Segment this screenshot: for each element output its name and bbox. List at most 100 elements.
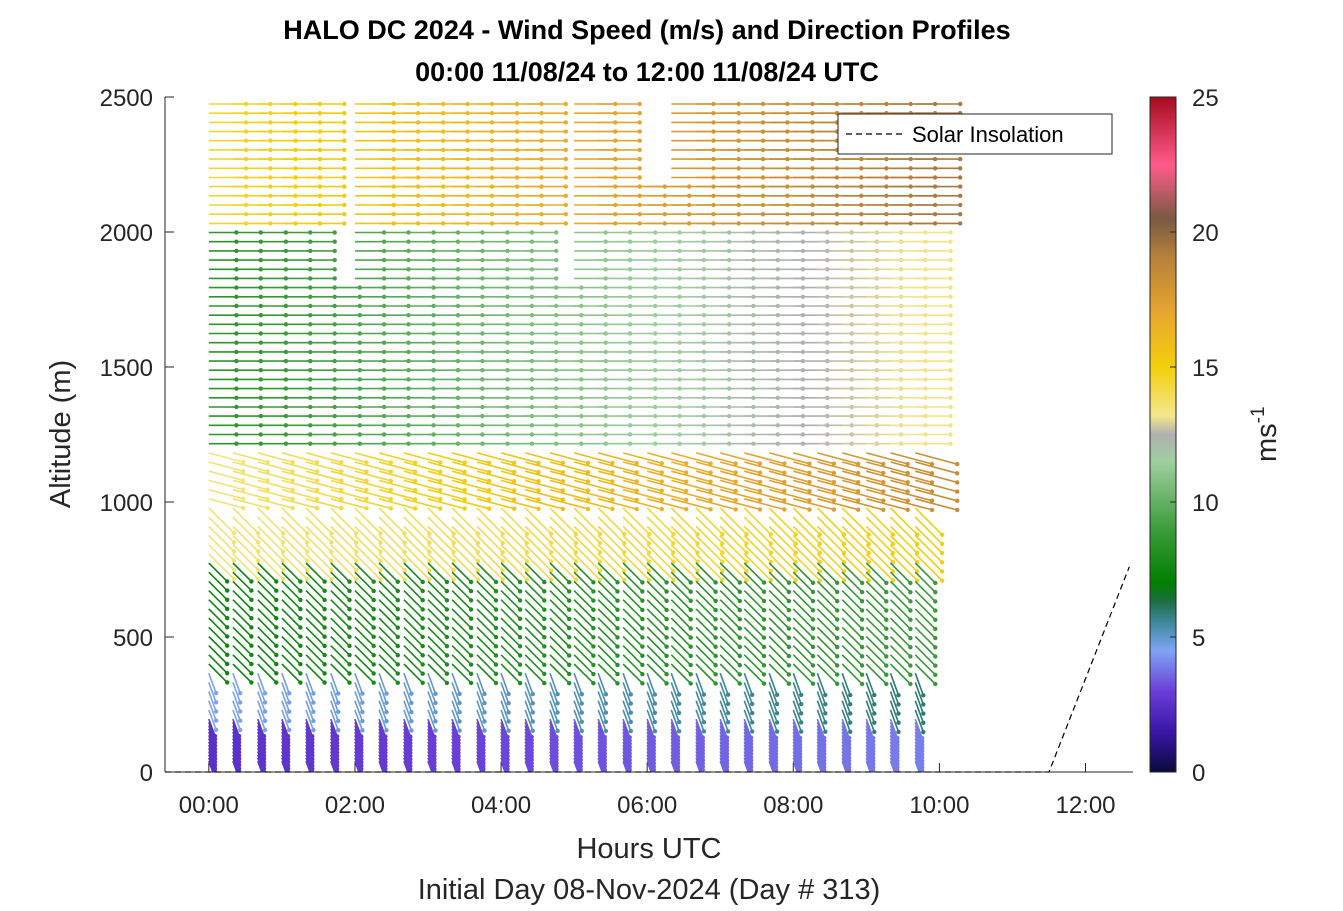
wind-barb	[549, 498, 589, 510]
wind-barb-tip	[958, 193, 963, 198]
wind-barb	[816, 700, 827, 723]
wind-barb-tip	[475, 531, 481, 536]
wind-barb-tip	[890, 532, 896, 537]
wind-barb-tip	[322, 643, 327, 649]
wind-barb-tip	[786, 672, 792, 677]
wind-barb-tip	[744, 559, 749, 564]
wind-barb-tip	[237, 776, 241, 780]
wind-barb-tip	[408, 747, 413, 752]
wind-barb	[622, 488, 663, 501]
wind-barb-tip	[627, 757, 632, 763]
wind-barb-tip	[347, 597, 352, 603]
wind-barb-tip	[567, 653, 572, 658]
wind-barb	[597, 757, 605, 772]
wind-barb-tip	[371, 643, 376, 649]
wind-barb-tip	[536, 469, 541, 475]
wind-barb-tip	[602, 760, 607, 766]
wind-barb-tip	[700, 745, 705, 750]
wind-barb-tip	[311, 727, 316, 733]
wind-barb	[232, 608, 252, 628]
wind-barb-tip	[457, 700, 462, 706]
wind-barb	[257, 498, 293, 509]
wind-barb-tip	[456, 763, 461, 769]
wind-barb-tip	[920, 765, 925, 770]
wind-barb	[476, 452, 515, 464]
wind-barb	[865, 645, 887, 667]
wind-barb	[768, 461, 810, 474]
wind-barb-tip	[724, 754, 730, 760]
wind-barb-tip	[213, 690, 219, 696]
wind-barb-tip	[432, 747, 437, 752]
wind-barb-tip	[354, 577, 359, 582]
wind-barb-tip	[408, 740, 413, 746]
wind-barb-tip	[708, 470, 713, 475]
wind-barb-tip	[761, 681, 767, 686]
wind-barb	[281, 700, 290, 722]
wind-barb-tip	[371, 597, 376, 603]
wind-barb-tip	[920, 752, 925, 757]
wind-barb-tip	[871, 735, 876, 741]
wind-barb-tip	[241, 496, 246, 501]
wind-barb-tip	[482, 691, 487, 697]
wind-barb-tip	[567, 635, 572, 640]
wind-barb-tip	[675, 751, 681, 756]
wind-barb	[524, 682, 534, 704]
wind-barb-tip	[212, 750, 218, 755]
wind-barb-tip	[236, 740, 242, 745]
wind-barb-tip	[238, 718, 243, 723]
wind-barb	[889, 672, 900, 696]
wind-barb-tip	[578, 757, 583, 762]
wind-barb-tip	[524, 540, 530, 546]
wind-barb	[451, 635, 472, 656]
wind-barb-tip	[627, 741, 632, 746]
wind-barb	[841, 498, 884, 511]
wind-barb	[281, 590, 301, 610]
wind-barb-tip	[512, 488, 517, 493]
wind-barb-tip	[774, 711, 780, 716]
wind-barb-tip	[347, 579, 352, 584]
wind-barb	[378, 663, 399, 684]
wind-barb-tip	[274, 671, 279, 676]
wind-barb-tip	[409, 709, 414, 715]
wind-barb-tip	[408, 744, 413, 749]
wind-barb	[622, 663, 643, 684]
wind-barb-tip	[933, 663, 938, 668]
wind-barb-tip	[517, 616, 523, 621]
wind-barb	[330, 663, 351, 684]
wind-barb-tip	[298, 652, 303, 658]
wind-barb	[427, 645, 448, 666]
wind-barb-tip	[859, 580, 865, 586]
wind-barb-tip	[637, 138, 642, 143]
wind-barb-tip	[274, 661, 279, 667]
wind-barb	[890, 498, 933, 511]
wind-barb-tip	[835, 663, 840, 668]
wind-barb-tip	[347, 662, 352, 667]
wind-barb-tip	[500, 568, 505, 573]
wind-barb	[841, 534, 870, 563]
wind-barb-tip	[684, 488, 689, 494]
wind-barb	[573, 525, 601, 553]
wind-barb	[427, 700, 437, 722]
wind-barb	[403, 608, 424, 629]
wind-barb-tip	[432, 760, 437, 765]
wind-barb-tip	[493, 579, 499, 585]
wind-barb-tip	[835, 672, 840, 677]
wind-barb	[841, 507, 870, 536]
wind-barb-tip	[274, 588, 279, 593]
wind-barb	[281, 516, 308, 544]
wind-barb	[305, 718, 314, 737]
wind-barb-tip	[336, 718, 341, 724]
wind-barb	[816, 516, 845, 545]
wind-barb	[232, 461, 268, 473]
wind-barb-tip	[359, 734, 364, 739]
wind-barb	[232, 562, 252, 583]
wind-barb-tip	[688, 589, 693, 594]
wind-barb-tip	[676, 692, 682, 697]
wind-barb	[354, 635, 375, 656]
wind-barb-tip	[371, 653, 376, 658]
wind-barb	[670, 645, 692, 666]
wind-barb-tip	[881, 507, 886, 512]
wind-barb	[305, 672, 315, 694]
wind-barb	[695, 534, 723, 563]
wind-barb-tip	[859, 681, 865, 687]
